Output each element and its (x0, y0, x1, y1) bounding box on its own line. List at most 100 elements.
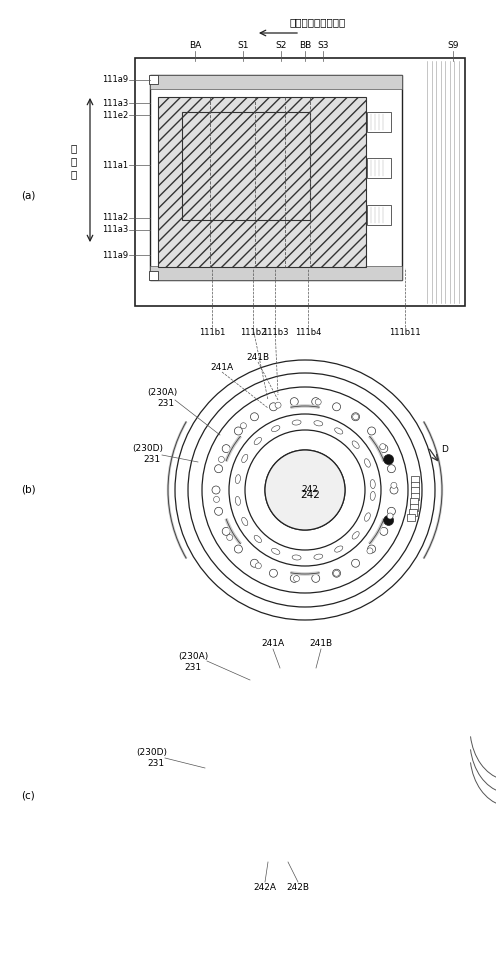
Bar (409, 509, 417, 516)
Bar (367, 205, 391, 225)
Circle shape (332, 403, 341, 410)
Bar (367, 158, 391, 178)
Text: 111b4: 111b4 (295, 328, 321, 337)
Bar (407, 514, 415, 522)
Text: D: D (441, 446, 448, 455)
Bar (411, 477, 419, 483)
Ellipse shape (242, 455, 248, 462)
Bar (149, 75, 158, 84)
Text: 241B: 241B (310, 638, 332, 648)
Text: 241A: 241A (261, 638, 285, 648)
Bar (367, 112, 391, 132)
Circle shape (269, 569, 277, 578)
Text: 242: 242 (300, 490, 320, 500)
Text: (230A): (230A) (147, 387, 177, 397)
Text: 111b2: 111b2 (240, 328, 266, 337)
Circle shape (222, 528, 230, 535)
Circle shape (235, 427, 243, 435)
Circle shape (352, 559, 360, 567)
Bar (150, 266, 402, 280)
Circle shape (250, 559, 258, 567)
Circle shape (368, 427, 375, 435)
Text: 111a2: 111a2 (102, 213, 128, 223)
Bar (149, 271, 158, 280)
Circle shape (380, 445, 388, 453)
Text: (230D): (230D) (136, 749, 168, 757)
Ellipse shape (370, 480, 375, 488)
Ellipse shape (242, 517, 248, 526)
Ellipse shape (365, 513, 371, 521)
Circle shape (383, 455, 394, 464)
Circle shape (218, 456, 224, 462)
Text: 周方向（回転方向）: 周方向（回転方向） (290, 17, 346, 27)
Ellipse shape (335, 428, 343, 434)
Circle shape (250, 413, 258, 421)
Circle shape (311, 398, 320, 406)
Circle shape (212, 486, 220, 494)
Text: S2: S2 (275, 41, 287, 50)
Ellipse shape (235, 475, 241, 483)
Ellipse shape (352, 531, 359, 539)
Ellipse shape (314, 421, 323, 426)
Circle shape (311, 575, 320, 582)
Circle shape (269, 403, 277, 410)
Text: 111a3: 111a3 (102, 98, 128, 108)
Circle shape (222, 445, 230, 453)
Text: 111b3: 111b3 (262, 328, 288, 337)
Text: 111a1: 111a1 (102, 160, 128, 169)
Text: 231: 231 (185, 663, 201, 673)
Circle shape (290, 575, 298, 582)
Text: 111b1: 111b1 (199, 328, 225, 337)
Bar (150, 75, 402, 89)
Text: S9: S9 (447, 41, 459, 50)
Text: 111a3: 111a3 (102, 226, 128, 234)
Text: BA: BA (189, 41, 201, 50)
Bar (158, 97, 366, 267)
Circle shape (380, 528, 388, 535)
Circle shape (333, 570, 339, 577)
Circle shape (235, 545, 243, 553)
Ellipse shape (235, 497, 241, 505)
Text: 111e2: 111e2 (102, 111, 128, 119)
Circle shape (315, 399, 321, 405)
Bar (135, 58, 465, 306)
Text: 111a9: 111a9 (102, 76, 128, 85)
Ellipse shape (314, 554, 323, 559)
Circle shape (367, 548, 373, 554)
Text: (c): (c) (21, 790, 35, 800)
Ellipse shape (292, 420, 301, 425)
Circle shape (227, 534, 233, 540)
Circle shape (213, 497, 220, 503)
Circle shape (255, 563, 261, 569)
Ellipse shape (254, 535, 261, 543)
Text: 241B: 241B (247, 354, 269, 362)
Ellipse shape (271, 549, 280, 554)
Bar (411, 481, 419, 489)
Circle shape (275, 402, 281, 408)
Bar (411, 487, 419, 494)
Text: 231: 231 (157, 399, 175, 407)
Ellipse shape (335, 546, 343, 553)
Text: 242: 242 (302, 485, 318, 495)
Text: 111a9: 111a9 (102, 251, 128, 259)
Ellipse shape (292, 554, 301, 560)
Circle shape (390, 486, 398, 494)
Circle shape (352, 413, 360, 421)
Text: 軸: 軸 (71, 143, 77, 153)
Text: (230A): (230A) (178, 653, 208, 661)
Circle shape (387, 465, 395, 473)
Circle shape (353, 414, 359, 420)
Circle shape (332, 569, 341, 578)
Text: 111b11: 111b11 (389, 328, 421, 337)
Text: 向: 向 (71, 169, 77, 179)
Text: 241A: 241A (210, 363, 234, 373)
Text: (230D): (230D) (132, 443, 164, 453)
Text: (b): (b) (21, 485, 35, 495)
Circle shape (215, 507, 223, 515)
Text: 242A: 242A (253, 882, 276, 892)
Circle shape (215, 465, 223, 473)
Text: 231: 231 (143, 455, 161, 463)
Bar (410, 499, 418, 505)
Ellipse shape (271, 426, 280, 431)
Ellipse shape (254, 437, 261, 445)
